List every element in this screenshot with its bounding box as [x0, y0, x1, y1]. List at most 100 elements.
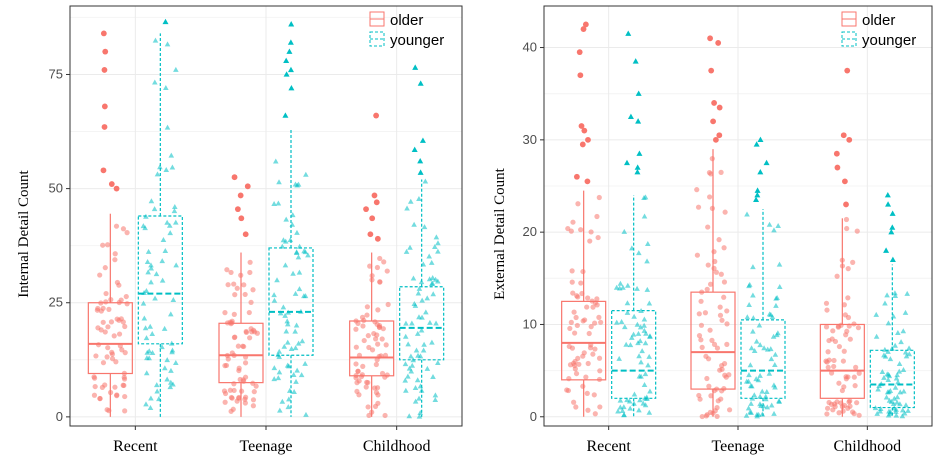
data-point	[295, 254, 302, 260]
outlier-point	[753, 141, 760, 147]
data-point	[707, 327, 713, 333]
data-point	[93, 353, 99, 359]
data-point	[148, 265, 155, 271]
y-tick-label: 25	[49, 295, 63, 310]
outlier-point	[885, 201, 892, 207]
data-point	[143, 401, 149, 407]
data-point	[828, 370, 835, 376]
outlier-point	[287, 66, 294, 73]
data-point	[162, 247, 169, 253]
data-point	[420, 347, 427, 353]
data-point	[102, 329, 108, 335]
data-point	[168, 152, 175, 158]
data-point	[587, 238, 593, 244]
data-point	[247, 269, 253, 276]
data-point	[433, 320, 439, 326]
data-point	[595, 234, 601, 241]
data-point	[243, 328, 249, 335]
data-point	[757, 393, 763, 399]
data-point	[377, 255, 383, 262]
data-point	[167, 384, 174, 390]
data-point	[704, 286, 710, 292]
data-point	[169, 164, 176, 170]
data-point	[113, 223, 120, 229]
data-point	[590, 351, 596, 357]
data-point	[419, 314, 425, 320]
data-point	[301, 248, 307, 254]
data-point	[361, 337, 367, 344]
data-point	[824, 411, 830, 417]
data-point	[353, 326, 359, 332]
data-point	[280, 304, 287, 310]
data-point	[594, 213, 600, 220]
data-point	[153, 271, 160, 277]
data-point	[616, 355, 622, 361]
data-point	[637, 338, 643, 344]
data-point	[116, 282, 122, 288]
data-point	[379, 370, 386, 377]
data-point	[283, 216, 289, 222]
data-point	[721, 361, 728, 367]
data-point	[402, 377, 409, 383]
data-point	[422, 178, 429, 184]
data-point	[899, 413, 906, 419]
data-point	[746, 301, 752, 307]
data-point	[146, 348, 153, 354]
data-point	[574, 293, 580, 299]
outlier-point	[635, 90, 642, 96]
outlier-point	[757, 168, 764, 175]
data-point	[271, 297, 278, 303]
data-point	[294, 229, 300, 235]
data-point	[353, 344, 359, 350]
data-point	[290, 270, 296, 276]
data-point	[903, 402, 909, 408]
outlier-point	[754, 192, 761, 198]
data-point	[405, 341, 411, 347]
data-point	[122, 323, 128, 330]
outlier-point	[108, 181, 115, 187]
data-point	[292, 345, 299, 351]
data-point	[417, 383, 424, 389]
data-point	[121, 382, 127, 389]
data-point	[613, 319, 620, 325]
data-point	[164, 124, 171, 130]
data-point	[402, 333, 409, 339]
data-point	[824, 307, 830, 313]
data-point	[572, 366, 578, 372]
data-point	[355, 320, 361, 326]
data-point	[113, 359, 119, 365]
data-point	[296, 269, 303, 275]
box-younger-childhood	[869, 192, 915, 419]
y-axis-label: External Detail Count	[492, 167, 508, 299]
data-point	[369, 347, 376, 353]
data-point	[716, 237, 722, 243]
data-point	[146, 355, 152, 361]
data-point	[403, 248, 410, 254]
data-point	[897, 401, 903, 407]
data-point	[767, 346, 774, 352]
box-rect	[87, 302, 133, 375]
outlier-point	[100, 167, 107, 174]
box-rect	[611, 310, 657, 399]
outlier-point	[889, 256, 896, 263]
data-point	[109, 356, 116, 362]
data-point	[383, 342, 389, 348]
data-point	[895, 379, 901, 385]
data-point	[751, 392, 758, 398]
outlier-point	[580, 26, 587, 32]
data-point	[834, 273, 840, 279]
data-point	[364, 379, 370, 385]
data-point	[222, 310, 228, 316]
data-point	[366, 344, 372, 351]
data-point	[885, 371, 892, 377]
data-point	[756, 322, 763, 328]
outlier-point	[579, 141, 586, 148]
data-point	[703, 353, 709, 359]
outlier-point	[753, 196, 760, 203]
data-point	[112, 384, 118, 390]
data-point	[588, 229, 594, 235]
data-point	[151, 206, 158, 212]
box-younger-recent	[611, 30, 657, 418]
box-rect	[349, 320, 395, 377]
data-point	[285, 404, 292, 410]
